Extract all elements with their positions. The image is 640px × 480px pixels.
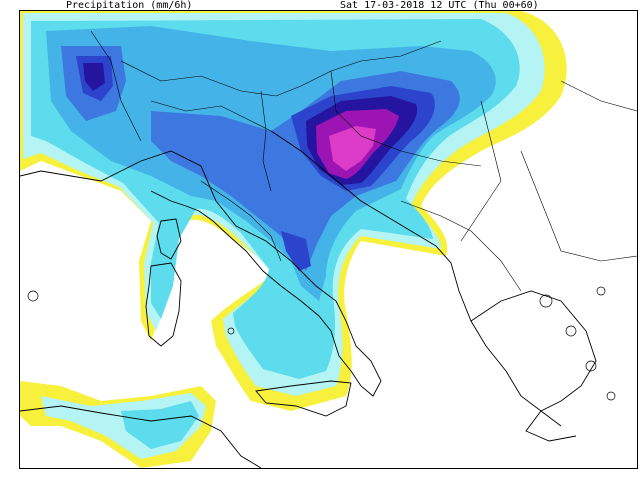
island — [596, 286, 606, 296]
map-canvas — [20, 11, 637, 468]
islands — [27, 286, 616, 401]
island — [585, 360, 597, 372]
greece-coastline — [470, 290, 597, 442]
border-line — [120, 40, 442, 97]
island — [227, 327, 235, 335]
border-line — [260, 90, 272, 192]
island — [606, 391, 616, 401]
balkan-coastline — [270, 130, 562, 427]
map-title: Precipitation (mm/6h) — [66, 0, 193, 11]
map-header: Precipitation (mm/6h) Sat 17-03-2018 12 … — [0, 0, 640, 14]
border-line — [520, 150, 637, 262]
italy-coastline — [120, 150, 382, 397]
border-line — [90, 30, 142, 142]
africa-coastline — [20, 405, 262, 468]
precip-level-7 — [83, 63, 105, 91]
border-line — [200, 180, 282, 262]
island — [539, 294, 553, 308]
island — [565, 325, 577, 337]
precip-level-3 — [121, 401, 199, 449]
sicily-coastline — [255, 380, 352, 417]
sardinia-coastline — [145, 262, 182, 347]
precip-level-6 — [281, 231, 311, 271]
precipitation-map — [19, 10, 638, 469]
border-line — [560, 80, 637, 112]
border-line — [150, 100, 272, 132]
island — [27, 290, 39, 302]
border-line — [460, 100, 502, 242]
border-line — [330, 70, 482, 167]
coastlines — [20, 130, 597, 468]
valid-time: Sat 17-03-2018 12 UTC (Thu 00+60) — [340, 0, 539, 11]
border-line — [400, 200, 522, 292]
borders — [90, 30, 637, 292]
france-coastline — [20, 170, 122, 182]
precipitation-field — [20, 11, 567, 468]
corsica-coastline — [156, 218, 182, 260]
